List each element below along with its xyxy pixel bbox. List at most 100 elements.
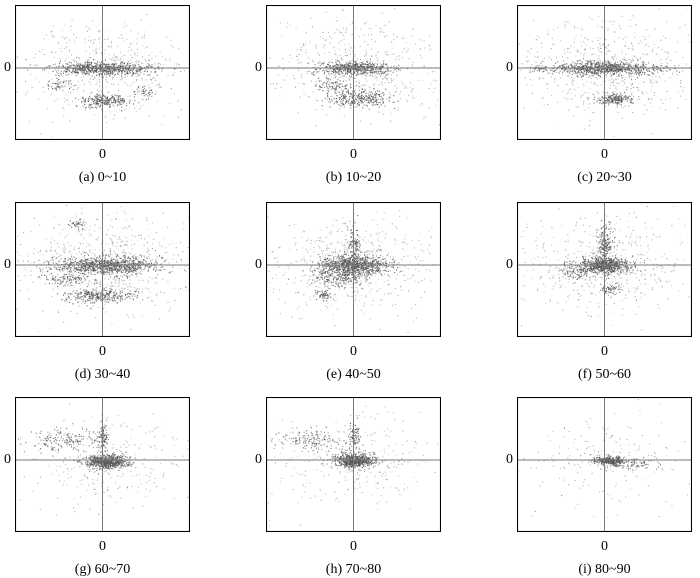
scatter-point — [386, 75, 387, 76]
scatter-point — [52, 88, 53, 89]
scatter-point — [100, 31, 101, 32]
scatter-point — [319, 89, 320, 90]
scatter-point — [97, 98, 98, 99]
scatter-point — [127, 76, 128, 77]
scatter-point — [126, 39, 127, 40]
scatter-point — [318, 63, 319, 64]
scatter-point — [339, 30, 340, 31]
scatter-point — [140, 302, 141, 303]
scatter-point — [631, 93, 632, 94]
scatter-point — [359, 98, 360, 99]
scatter-point — [51, 79, 52, 80]
scatter-point — [127, 274, 128, 275]
scatter-point — [370, 100, 371, 101]
scatter-point — [616, 69, 617, 70]
scatter-point — [665, 109, 666, 110]
scatter-point — [148, 256, 149, 257]
scatter-point — [553, 65, 554, 66]
scatter-point — [336, 17, 337, 18]
scatter-point — [55, 70, 56, 71]
scatter-point — [121, 70, 122, 71]
scatter-point — [101, 97, 102, 98]
scatter-point — [85, 74, 86, 75]
scatter-point — [84, 72, 85, 73]
scatter-point — [537, 70, 538, 71]
scatter-point — [58, 85, 59, 86]
scatter-point — [580, 70, 581, 71]
scatter-point — [126, 284, 127, 285]
scatter-point — [94, 54, 95, 55]
scatter-point — [342, 75, 343, 76]
scatter-point — [364, 71, 365, 72]
scatter-point — [349, 76, 350, 77]
scatter-point — [577, 74, 578, 75]
scatter-point — [131, 84, 132, 85]
scatter-point — [605, 97, 606, 98]
scatter-point — [350, 63, 351, 64]
scatter-point — [629, 76, 630, 77]
scatter-point — [583, 83, 584, 84]
scatter-point — [119, 103, 120, 104]
scatter-point — [18, 276, 19, 277]
scatter-point — [99, 86, 100, 87]
scatter-point — [561, 65, 562, 66]
scatter-point — [620, 98, 621, 99]
scatter-point — [174, 300, 175, 301]
scatter-point — [534, 71, 535, 72]
scatter-point — [343, 75, 344, 76]
scatter-point — [107, 98, 108, 99]
scatter-point — [135, 94, 136, 95]
scatter-point — [106, 87, 107, 88]
scatter-point — [610, 65, 611, 66]
scatter-point — [151, 262, 152, 263]
scatter-point — [296, 28, 297, 29]
scatter-point — [413, 98, 414, 99]
scatter-point — [617, 83, 618, 84]
scatter-point — [40, 270, 41, 271]
scatter-point — [574, 26, 575, 27]
scatter-point — [105, 98, 106, 99]
scatter-point — [305, 43, 306, 44]
scatter-point — [89, 98, 90, 99]
scatter-point — [624, 69, 625, 70]
scatter-point — [358, 100, 359, 101]
scatter-point — [325, 40, 326, 41]
scatter-point — [74, 249, 75, 250]
scatter-point — [113, 98, 114, 99]
scatter-point — [555, 63, 556, 64]
scatter-point — [349, 98, 350, 99]
scatter-point — [136, 62, 137, 63]
scatter-point — [127, 85, 128, 86]
scatter-point — [327, 93, 328, 94]
scatter-point — [609, 88, 610, 89]
scatter-point — [50, 280, 51, 281]
scatter-point — [122, 100, 123, 101]
scatter-point — [645, 72, 646, 73]
scatter-point — [125, 77, 126, 78]
scatter-point — [90, 64, 91, 65]
scatter-point — [322, 63, 323, 64]
scatter-point — [351, 66, 352, 67]
scatter-point — [629, 59, 630, 60]
scatter-point — [92, 253, 93, 254]
scatter-point — [48, 85, 49, 86]
scatter-point — [91, 71, 92, 72]
scatter-point — [155, 305, 156, 306]
scatter-point — [137, 73, 138, 74]
scatter-point — [336, 20, 337, 21]
scatter-point — [356, 99, 357, 100]
scatter-point — [366, 105, 367, 106]
scatter-point — [667, 91, 668, 92]
scatter-point — [638, 96, 639, 97]
scatter-point — [301, 62, 302, 63]
scatter-point — [527, 61, 528, 62]
scatter-point — [572, 81, 573, 82]
scatter-point — [152, 78, 153, 79]
scatter-point — [629, 96, 630, 97]
scatter-point — [357, 66, 358, 67]
scatter-point — [130, 96, 131, 97]
scatter-point — [342, 86, 343, 87]
scatter-point — [364, 97, 365, 98]
scatter-point — [144, 95, 145, 96]
scatter-point — [58, 310, 59, 311]
